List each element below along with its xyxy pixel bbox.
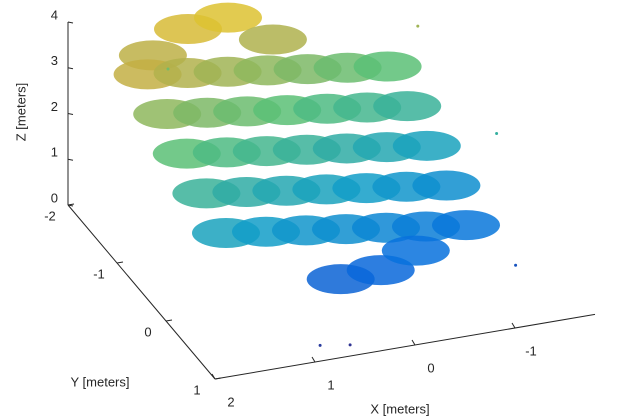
y-tick — [67, 203, 75, 206]
y-tick — [116, 261, 124, 264]
z-tick-label: 0 — [51, 190, 58, 205]
point-patch — [373, 91, 442, 122]
z-tick-label: 4 — [51, 7, 58, 22]
x-tick — [511, 322, 516, 329]
x-axis — [214, 313, 596, 380]
point-patch — [238, 24, 307, 55]
y-tick-label: -1 — [93, 266, 105, 281]
z-tick-label: 2 — [51, 99, 58, 114]
point — [495, 132, 499, 135]
x-tick — [211, 373, 216, 380]
y-tick — [165, 319, 173, 322]
x-tick-label: 1 — [327, 377, 334, 392]
z-tick — [67, 158, 74, 161]
point-patch — [392, 130, 461, 161]
z-axis-label: Z [meters] — [13, 83, 28, 142]
x-tick-label: -1 — [525, 343, 537, 358]
z-tick — [67, 21, 74, 24]
z-tick — [67, 67, 74, 70]
y-tick-label: 1 — [193, 382, 200, 397]
point-patch — [432, 210, 500, 241]
x-tick — [411, 339, 416, 346]
y-tick-label: -2 — [44, 208, 56, 223]
y-axis-label: Y [meters] — [70, 374, 129, 389]
y-tick-label: 0 — [144, 324, 151, 339]
point-patch — [353, 51, 422, 82]
x-tick — [311, 356, 316, 363]
point — [416, 24, 420, 28]
point-patch — [381, 235, 450, 266]
point — [318, 343, 322, 347]
z-tick — [67, 113, 74, 115]
z-tick-label: 3 — [51, 53, 58, 68]
point-patch — [412, 170, 481, 201]
z-tick-label: 1 — [51, 145, 58, 160]
point — [348, 343, 352, 347]
point-patch — [194, 2, 262, 33]
point — [514, 263, 518, 267]
x-axis-label: X [meters] — [370, 401, 429, 416]
y-tick — [214, 377, 222, 380]
point — [166, 67, 170, 71]
x-tick-label: 0 — [427, 360, 434, 375]
x-tick-label: 2 — [227, 394, 234, 409]
y-axis — [67, 204, 216, 380]
